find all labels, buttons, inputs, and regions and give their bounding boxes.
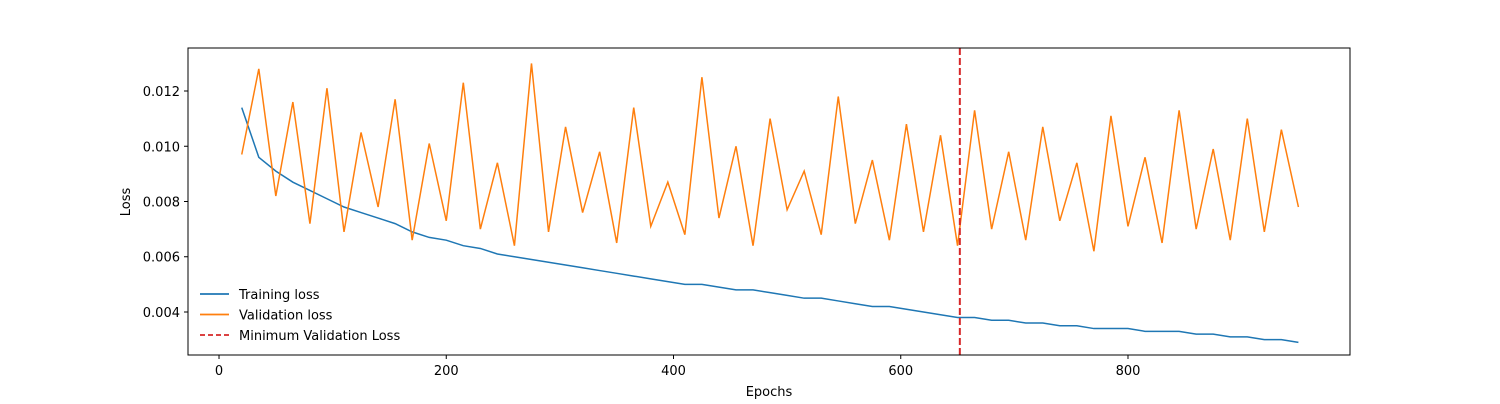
x-tick-label: 800: [1116, 364, 1141, 379]
series-line: [241, 63, 1300, 252]
x-tick-label: 0: [215, 364, 223, 379]
y-tick-label: 0.010: [143, 140, 180, 155]
y-tick-label: 0.012: [143, 85, 180, 100]
x-tick-label: 600: [888, 364, 913, 379]
plot-frame: [187, 47, 1351, 356]
legend-label: Training loss: [238, 288, 320, 303]
y-tick-label: 0.004: [143, 306, 180, 321]
x-axis-label: Epochs: [746, 385, 793, 400]
x-tick-label: 400: [661, 364, 686, 379]
legend-label: Minimum Validation Loss: [239, 329, 400, 344]
series-line: [241, 107, 1299, 344]
y-tick-label: 0.006: [143, 251, 180, 266]
y-axis-label: Loss: [119, 188, 134, 217]
x-tick-label: 200: [434, 364, 459, 379]
y-tick-label: 0.008: [143, 196, 180, 211]
legend-label: Validation loss: [239, 309, 333, 324]
